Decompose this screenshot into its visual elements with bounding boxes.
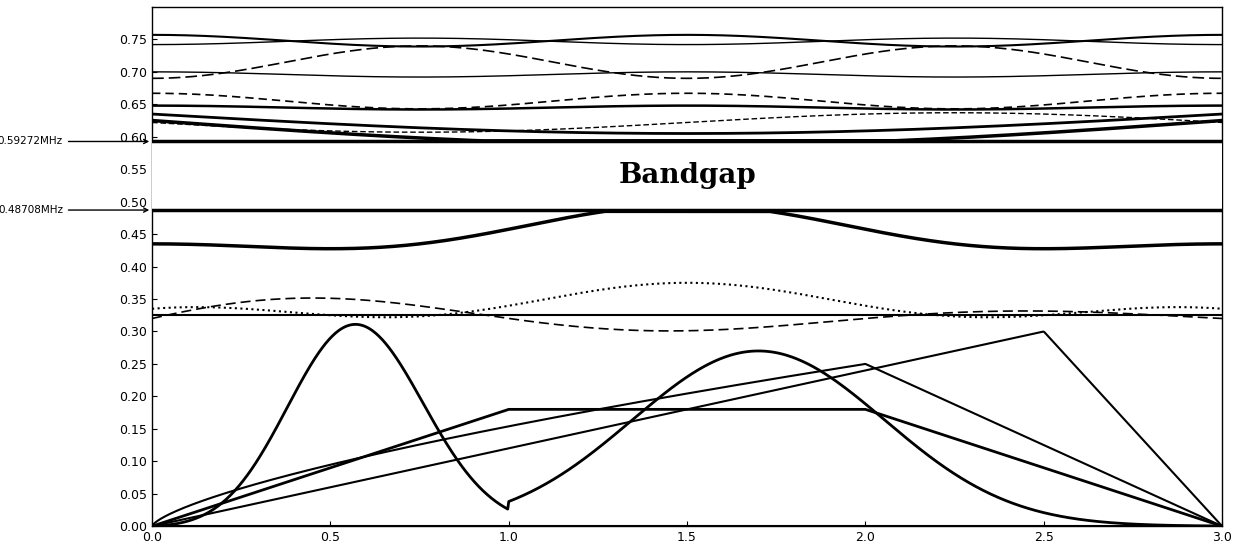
Text: Bandgap: Bandgap <box>618 162 756 189</box>
Text: 0.59272MHz: 0.59272MHz <box>0 137 147 147</box>
Bar <box>152 142 1222 210</box>
Text: 0.48708MHz: 0.48708MHz <box>0 205 147 215</box>
